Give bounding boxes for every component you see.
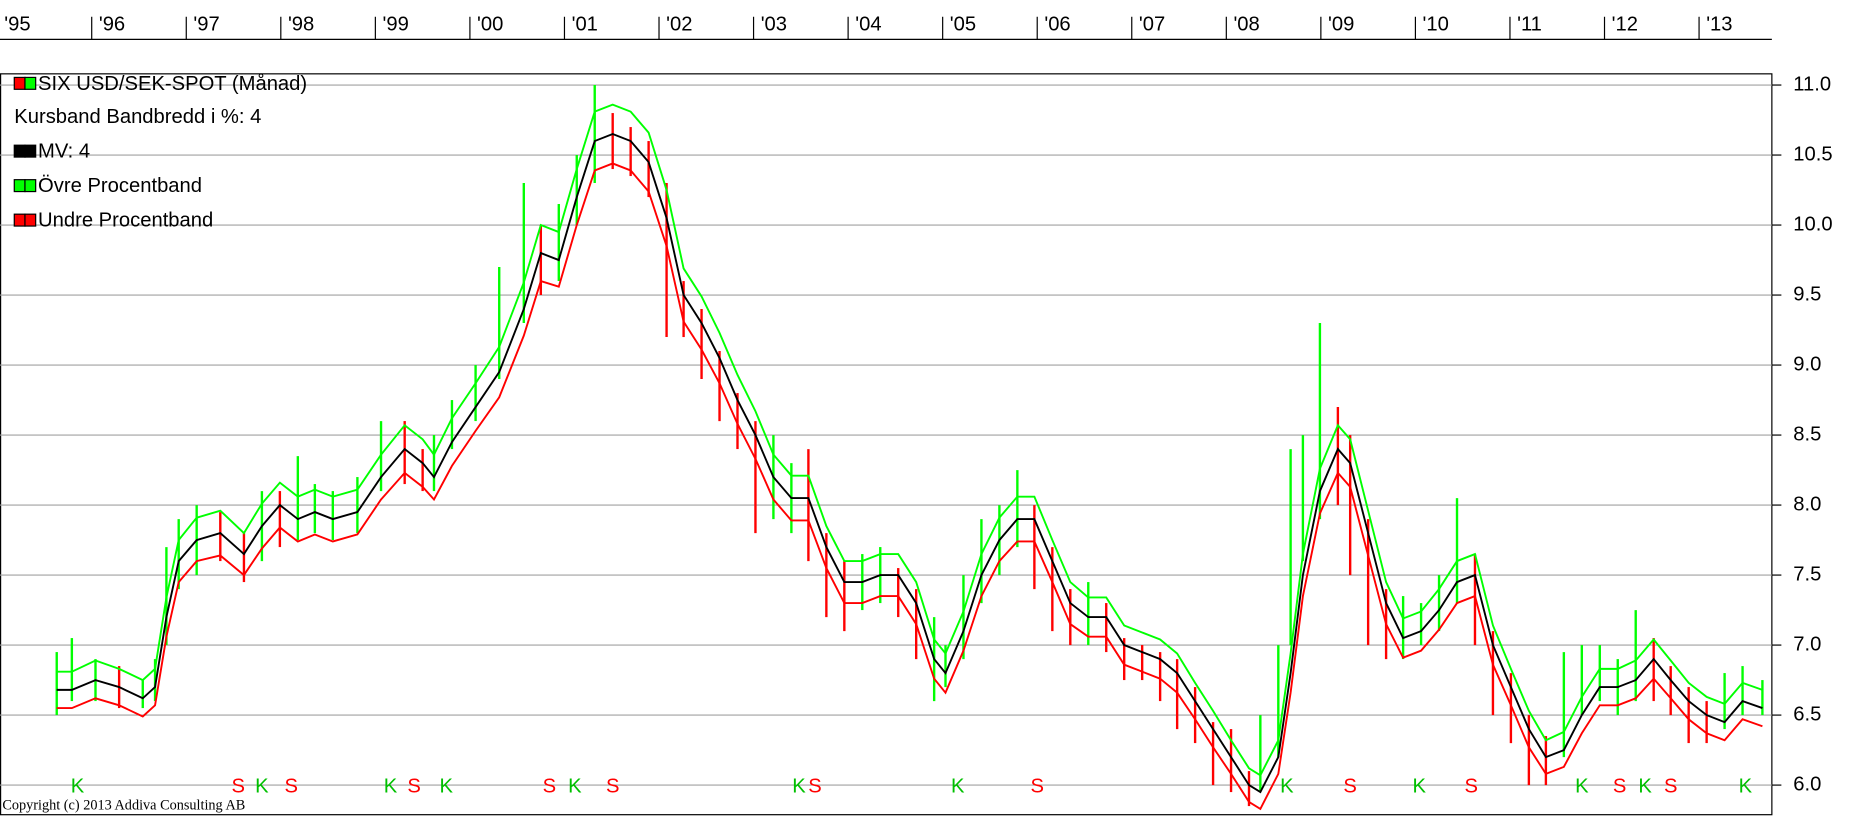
legend-icon (24, 213, 37, 227)
signal-label: S (606, 776, 619, 798)
legend-icon (13, 76, 26, 90)
x-tick-label: '00 (477, 13, 503, 35)
signal-label: S (1343, 776, 1356, 798)
y-tick-label: 11.0 (1793, 73, 1831, 95)
y-tick-label: 10.0 (1793, 213, 1832, 235)
y-tick-label: 9.5 (1793, 283, 1821, 305)
x-tick-label: '09 (1328, 13, 1354, 35)
y-tick-label: 6.0 (1793, 773, 1821, 795)
legend-icon (24, 179, 37, 193)
legend-label: SIX USD/SEK-SPOT (Månad) (38, 73, 307, 95)
series-line (56, 162, 1763, 811)
legend-icon (13, 179, 26, 193)
x-tick-label: '02 (666, 13, 692, 35)
copyright: Copyright (c) 2013 Addiva Consulting AB (2, 798, 245, 814)
legend-label: MV: 4 (38, 141, 90, 163)
legend-icon (24, 144, 37, 158)
x-tick-label: '05 (950, 13, 976, 35)
signal-label: K (951, 776, 965, 798)
x-tick-label: '08 (1233, 13, 1259, 35)
x-tick-label: '12 (1612, 13, 1638, 35)
signal-label: K (1280, 776, 1294, 798)
x-tick-label: '97 (193, 13, 219, 35)
signal-label: K (1638, 776, 1652, 798)
x-tick-label: '98 (288, 13, 314, 35)
legend-label: Övre Procentband (38, 175, 202, 197)
series-line (56, 103, 1763, 777)
signal-label: S (284, 776, 297, 798)
x-tick-label: '03 (761, 13, 787, 35)
legend-label: Undre Procentband (38, 210, 213, 232)
signal-label: K (568, 776, 582, 798)
signal-label: K (440, 776, 454, 798)
signal-label: S (1464, 776, 1477, 798)
signal-label: S (407, 776, 420, 798)
signal-label: K (1739, 776, 1753, 798)
y-tick-label: 8.0 (1793, 493, 1821, 515)
signal-label: S (1664, 776, 1677, 798)
chart-title: Kursband Bandbredd i %: 4 (14, 106, 261, 128)
signal-label: K (1575, 776, 1589, 798)
legend: SIX USD/SEK-SPOT (Månad) Kursband Bandbre… (13, 73, 307, 232)
x-tick-label: '11 (1517, 13, 1542, 35)
legend-icon (13, 213, 26, 227)
x-tick-label: '04 (855, 13, 881, 35)
signal-label: K (384, 776, 398, 798)
y-tick-label: 10.5 (1793, 143, 1832, 165)
x-tick-label: '07 (1139, 13, 1165, 35)
signal-label: K (71, 776, 85, 798)
y-tick-label: 6.5 (1793, 703, 1821, 725)
x-tick-label: '01 (572, 13, 598, 35)
signal-label: K (1412, 776, 1426, 798)
y-tick-label: 7.5 (1793, 563, 1821, 585)
legend-icon (24, 76, 37, 90)
signal-label: S (808, 776, 821, 798)
plot-frame (0, 73, 1773, 816)
y-tick-label: 7.0 (1793, 633, 1821, 655)
signal-label: S (1030, 776, 1043, 798)
x-tick-label: '96 (99, 13, 125, 35)
signal-label: S (232, 776, 245, 798)
x-tick-label: '99 (382, 13, 408, 35)
signal-label: K (255, 776, 269, 798)
x-tick-label: '13 (1706, 13, 1732, 35)
x-tick-label: '10 (1423, 13, 1449, 35)
y-tick-label: 9.0 (1793, 353, 1821, 375)
signal-label: S (1613, 776, 1626, 798)
x-tick-label: '06 (1044, 13, 1070, 35)
signal-label: K (792, 776, 806, 798)
y-tick-label: 8.5 (1793, 423, 1821, 445)
series-line (56, 133, 1763, 794)
legend-icon (13, 144, 26, 158)
x-tick-label: '95 (4, 13, 30, 35)
signal-label: S (543, 776, 556, 798)
